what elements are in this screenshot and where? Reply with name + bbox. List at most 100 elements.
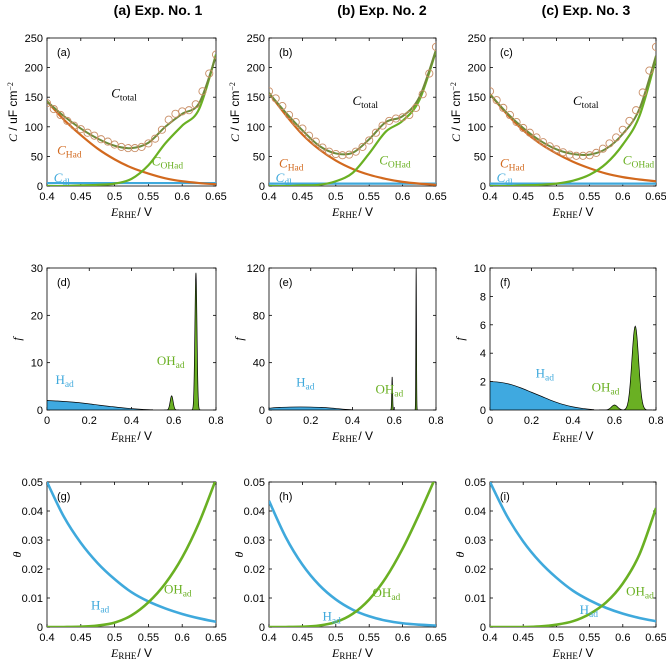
data-point <box>56 110 65 120</box>
x-tick-label: 0.65 <box>425 191 446 203</box>
x-tick-label: 0 <box>266 415 272 427</box>
x-tick-label: 0.4 <box>482 191 497 203</box>
data-point <box>425 69 434 78</box>
plot-frame <box>489 37 657 187</box>
series-line-ohad <box>269 482 435 627</box>
series-line-had <box>490 482 656 623</box>
x-axis-label: ERHE/ V <box>331 646 373 660</box>
y-tick-label: 0 <box>259 622 265 634</box>
label-cohad: COHad <box>152 154 184 172</box>
x-tick-label: 0.2 <box>303 415 318 427</box>
y-tick-label: 0.04 <box>244 506 265 518</box>
y-tick-label: 250 <box>247 33 265 45</box>
y-tick-label: 100 <box>468 122 486 134</box>
x-tick-label: 0.4 <box>345 415 360 427</box>
data-point <box>198 87 207 96</box>
y-axis-label: θ <box>453 551 467 557</box>
x-tick-label: 0.45 <box>292 191 313 203</box>
x-axis-label: ERHE/ V <box>551 205 593 220</box>
x-tick-label: 0.6 <box>615 191 630 203</box>
y-tick-label: 0.05 <box>22 477 43 489</box>
area-ohad-peak <box>414 268 418 410</box>
label-ohad: OHad <box>592 380 620 398</box>
plot-content <box>490 42 656 186</box>
label-ohad: OHad <box>375 381 403 399</box>
data-point <box>539 138 548 147</box>
y-tick-label: 250 <box>468 33 486 45</box>
data-point <box>49 104 58 114</box>
label-ohad: OHad <box>626 584 654 602</box>
y-tick-label: 200 <box>25 63 43 75</box>
data-point <box>552 145 561 154</box>
x-tick-label: 0.6 <box>387 415 402 427</box>
data-point <box>632 106 641 115</box>
data-point <box>371 128 380 137</box>
series-line-ohad <box>490 507 656 627</box>
panel-h: 0.4 0.45 0.5 0.55 0.6 0.65 0 0.01 0.02 0.03 0.04 0.… <box>232 477 447 660</box>
data-point <box>598 144 607 153</box>
x-tick-label: 0.5 <box>549 191 564 203</box>
plot-content <box>490 482 656 627</box>
plot-frame <box>46 37 217 187</box>
x-tick-label: 0.45 <box>70 632 91 644</box>
data-point <box>164 115 173 124</box>
column-title-c: (c) Exp. No. 3 <box>541 2 631 18</box>
series-line-chad <box>269 92 436 186</box>
y-tick-label: 30 <box>31 263 43 275</box>
x-tick-label: 0.4 <box>261 191 276 203</box>
label-had: Had <box>55 372 74 390</box>
y-tick-label: 100 <box>247 122 265 134</box>
y-tick-label: 250 <box>25 33 43 45</box>
y-tick-label: 150 <box>468 92 486 104</box>
plot-content <box>269 268 418 410</box>
area-ohad-peak <box>190 272 202 410</box>
x-tick-label: 0.6 <box>395 632 410 644</box>
y-tick-label: 0.02 <box>244 564 265 576</box>
panel-i: 0.4 0.45 0.5 0.55 0.6 0.65 0 0.01 0.02 0.03 0.04 0.… <box>453 477 666 660</box>
plot-frame <box>46 481 217 628</box>
x-tick-label: 0.65 <box>645 191 666 203</box>
y-tick-label: 0.04 <box>22 506 43 518</box>
data-point <box>271 94 280 103</box>
y-tick-label: 0.05 <box>244 477 265 489</box>
data-point <box>365 136 374 145</box>
data-point <box>651 42 656 51</box>
label-ctotal: Ctotal <box>111 85 137 103</box>
data-point <box>418 90 427 99</box>
label-cdl: Cdl <box>276 170 292 188</box>
x-tick-label: 0.55 <box>579 191 600 203</box>
label-ohad: OHad <box>164 582 192 600</box>
panel-letter: (b) <box>279 47 292 59</box>
x-tick-label: 0.65 <box>425 632 446 644</box>
label-cohad: COHad <box>623 152 655 170</box>
x-tick-label: 0.55 <box>358 191 379 203</box>
data-point <box>345 150 354 159</box>
data-point <box>305 131 314 140</box>
data-point <box>144 139 153 148</box>
x-tick-label: 0.2 <box>82 415 97 427</box>
data-point <box>490 87 495 96</box>
y-tick-label: 40 <box>253 358 265 370</box>
data-point <box>578 151 588 160</box>
y-tick-label: 0.03 <box>465 535 486 547</box>
panel-letter: (e) <box>279 277 292 289</box>
data-point <box>205 69 214 78</box>
data-point <box>171 109 180 118</box>
y-tick-label: 120 <box>247 263 265 275</box>
panel-e: 0 0.2 0.4 0.6 0.8 0 40 80 120 (e) ERHE/ V f <box>232 263 444 444</box>
label-chad: CHad <box>500 155 525 173</box>
plot-frame <box>489 481 657 628</box>
label-chad: CHad <box>279 155 304 173</box>
data-point <box>605 139 614 148</box>
x-tick-label: 0.6 <box>607 415 622 427</box>
data-point <box>137 142 146 151</box>
x-axis-label: ERHE/ V <box>110 429 152 444</box>
plot-content <box>47 482 216 627</box>
y-tick-label: 0.02 <box>22 564 43 576</box>
panel-letter: (i) <box>500 491 510 503</box>
y-tick-label: 8 <box>480 291 486 303</box>
data-point <box>211 50 216 59</box>
data-point <box>405 110 414 120</box>
y-axis-label: C / uF cm−2 <box>6 82 21 142</box>
data-point <box>645 66 654 75</box>
